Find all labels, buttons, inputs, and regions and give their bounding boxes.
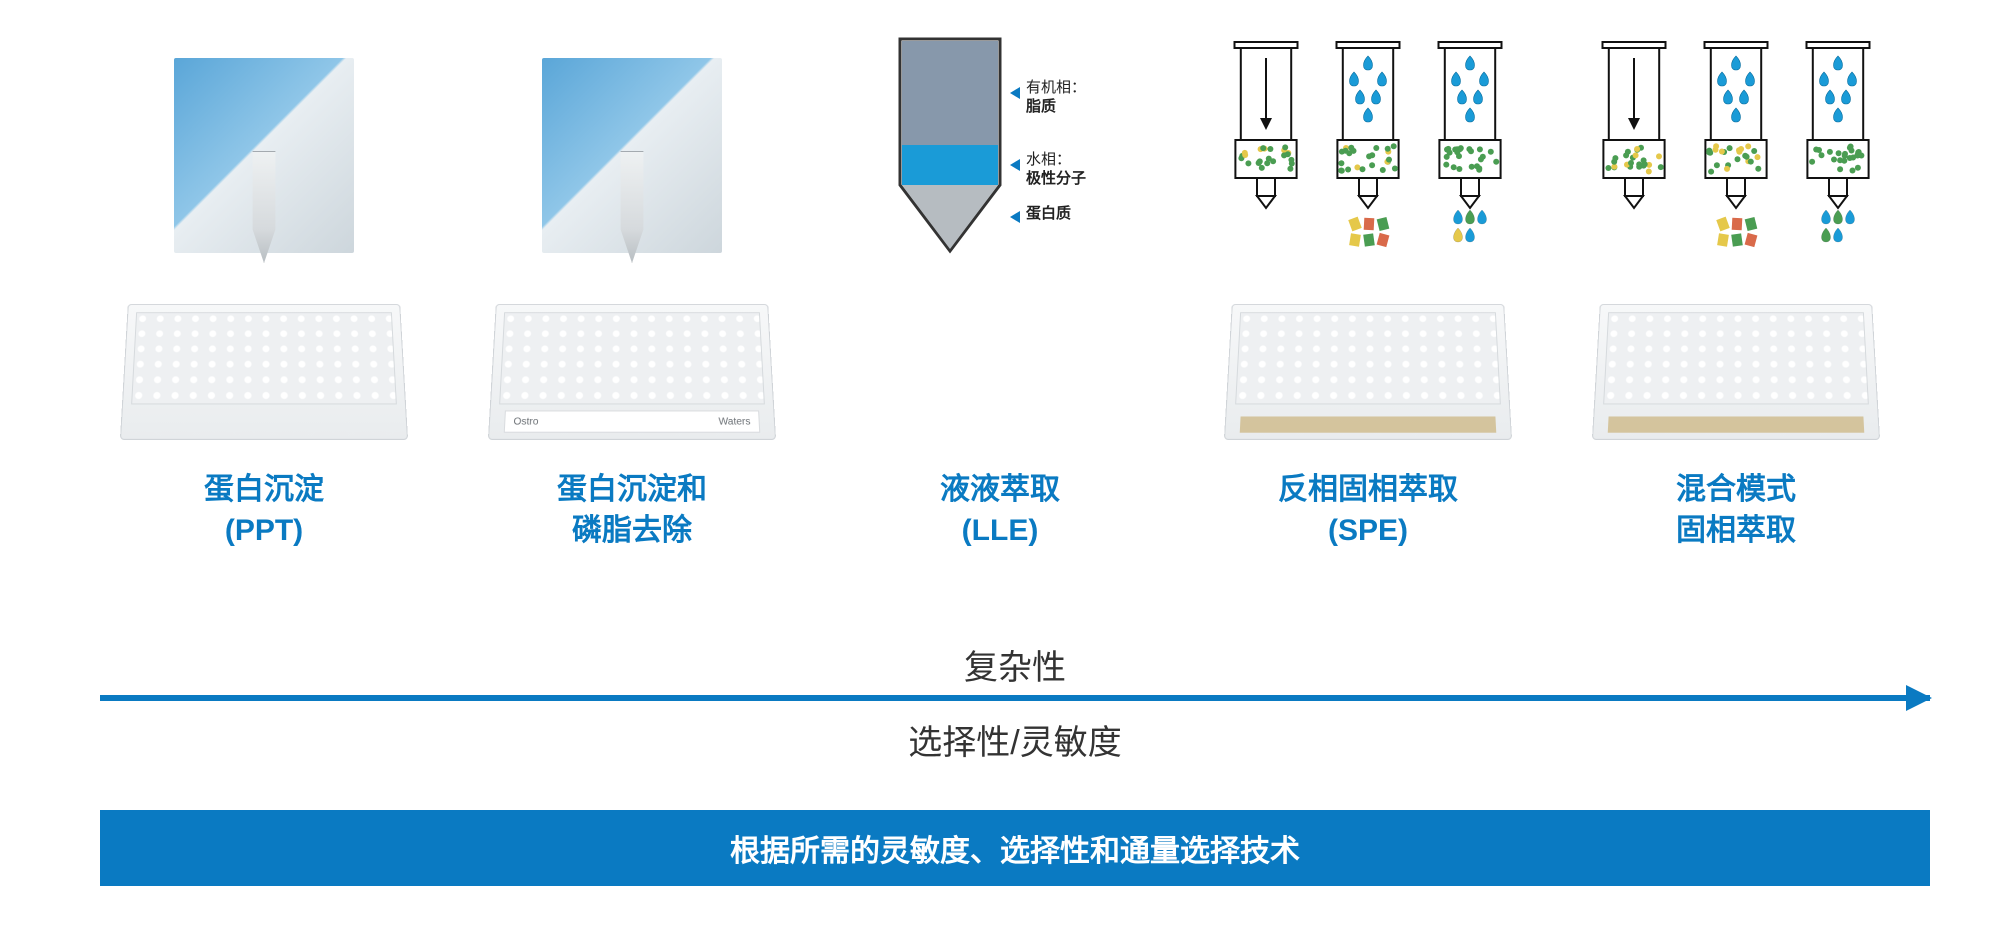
hand-tube-photo: [542, 58, 722, 253]
col-spe-mixed-label: 混合模式 固相萃取: [1676, 460, 1796, 580]
spe-cartridge-icon: [1589, 40, 1679, 270]
lle-anno-organic: 有机相： 脂质: [1026, 79, 1086, 117]
col-lle: 有机相： 脂质 水相： 极性分子 蛋白质 液液萃取 (LLE): [816, 30, 1184, 580]
col-ppt-pl: Ostro Waters 蛋白沉淀和 磷脂去除: [448, 30, 816, 580]
axis-arrow-icon: [100, 695, 1930, 701]
well-plate-oasis: [1592, 304, 1880, 440]
spe-cartridge-set: [1221, 40, 1515, 270]
plate-band-oasis: [1608, 416, 1865, 432]
col-spe-rp: 反相固相萃取 (SPE): [1184, 30, 1552, 580]
col-spe-rp-plate: [1184, 280, 1552, 460]
summary-banner: 根据所需的灵敏度、选择性和通量选择技术: [100, 810, 1930, 886]
plate-brand-left: Ostro: [513, 416, 538, 427]
label-line: (SPE): [1328, 511, 1408, 552]
lle-diagram: 有机相： 脂质 水相： 极性分子 蛋白质: [850, 35, 1150, 275]
label-line: 固相萃取: [1676, 511, 1796, 552]
spe-cartridge-icon: [1221, 40, 1311, 270]
spe-cartridge-icon: [1793, 40, 1883, 270]
col-spe-rp-label: 反相固相萃取 (SPE): [1278, 460, 1458, 580]
hand-tube-photo: [174, 58, 354, 253]
label-line: (PPT): [225, 511, 303, 552]
anno-line: 有机相：: [1026, 79, 1086, 98]
well-plate-ostro: Ostro Waters: [488, 304, 776, 440]
spe-cartridge: [1589, 40, 1679, 270]
lle-pointer-icon: [1010, 87, 1020, 99]
plate-band-oasis: [1240, 416, 1497, 432]
col-ppt-plate: [80, 280, 448, 460]
col-spe-mixed: 混合模式 固相萃取: [1552, 30, 1920, 580]
label-line: 磷脂去除: [572, 511, 692, 552]
columns-row: 蛋白沉淀 (PPT) Ostro Waters 蛋白沉淀和 磷脂去除: [0, 0, 2000, 580]
plate-brand-right: Waters: [718, 416, 750, 427]
lle-organic: [902, 41, 998, 145]
label-line: 混合模式: [1676, 470, 1796, 511]
col-spe-rp-top: [1184, 30, 1552, 280]
label-line: 反相固相萃取: [1278, 470, 1458, 511]
col-ppt-pl-label: 蛋白沉淀和 磷脂去除: [557, 460, 707, 580]
lle-anno-aqueous: 水相： 极性分子: [1026, 151, 1086, 189]
spe-cartridge: [1323, 40, 1413, 270]
lle-anno-pellet: 蛋白质: [1026, 205, 1071, 224]
lle-pointer-icon: [1010, 211, 1020, 223]
spe-cartridge: [1793, 40, 1883, 270]
axis-top-text: 复杂性: [100, 640, 1930, 689]
anno-line: 脂质: [1026, 98, 1086, 117]
label-line: 蛋白沉淀: [204, 470, 324, 511]
anno-line: 极性分子: [1026, 170, 1086, 189]
spe-cartridge-icon: [1323, 40, 1413, 270]
col-ppt-pl-plate: Ostro Waters: [448, 280, 816, 460]
col-ppt-pl-top: [448, 30, 816, 280]
spe-cartridge-icon: [1425, 40, 1515, 270]
spe-cartridge: [1691, 40, 1781, 270]
anno-line: 水相：: [1026, 151, 1086, 170]
col-lle-plate-empty: [816, 280, 1184, 460]
lle-pellet: [902, 185, 998, 249]
col-spe-mixed-plate: [1552, 280, 1920, 460]
axis-block: 复杂性 选择性/灵敏度: [100, 640, 1930, 770]
spe-cartridge: [1221, 40, 1311, 270]
axis-bottom-text: 选择性/灵敏度: [100, 715, 1930, 764]
well-plate-oasis: [1224, 304, 1512, 440]
label-line: 液液萃取: [940, 470, 1060, 511]
label-line: (LLE): [962, 511, 1039, 552]
col-ppt-label: 蛋白沉淀 (PPT): [204, 460, 324, 580]
col-ppt: 蛋白沉淀 (PPT): [80, 30, 448, 580]
spe-cartridge-icon: [1691, 40, 1781, 270]
spe-cartridge-set: [1589, 40, 1883, 270]
well-plate-plain: [120, 304, 408, 440]
plate-label-strip: Ostro Waters: [504, 410, 761, 432]
col-lle-top: 有机相： 脂质 水相： 极性分子 蛋白质: [816, 30, 1184, 280]
lle-aqueous: [902, 145, 998, 185]
anno-line: 蛋白质: [1026, 205, 1071, 224]
col-lle-label: 液液萃取 (LLE): [940, 460, 1060, 580]
col-ppt-top: [80, 30, 448, 280]
lle-pointer-icon: [1010, 159, 1020, 171]
spe-cartridge: [1425, 40, 1515, 270]
col-spe-mixed-top: [1552, 30, 1920, 280]
banner-text: 根据所需的灵敏度、选择性和通量选择技术: [730, 835, 1300, 868]
lle-tube-svg: [890, 35, 1010, 255]
label-line: 蛋白沉淀和: [557, 470, 707, 511]
